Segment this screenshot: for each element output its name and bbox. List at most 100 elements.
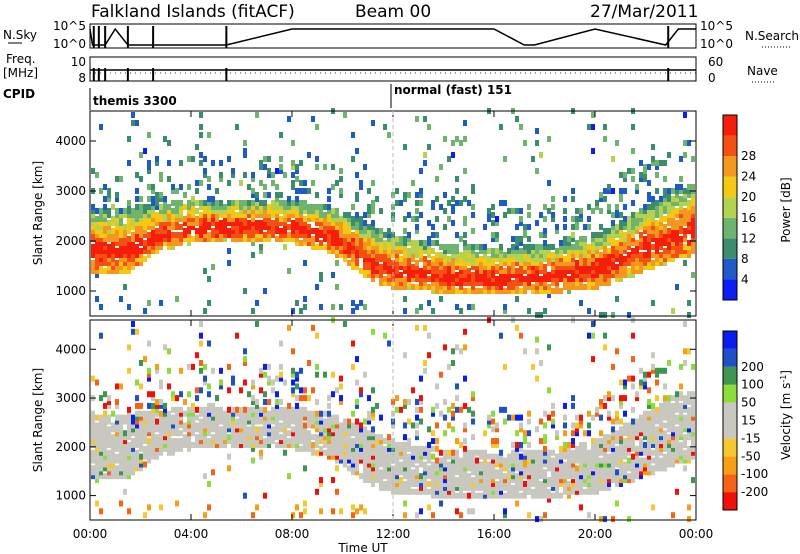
velocity-cell	[291, 367, 295, 374]
velocity-cell	[363, 438, 367, 445]
velocity-cell	[179, 406, 183, 413]
velocity-cell	[459, 488, 463, 495]
power-cell	[567, 260, 571, 266]
velocity-cell	[503, 492, 507, 499]
power-cell	[451, 276, 455, 282]
power-cell	[683, 152, 687, 158]
power-cell	[259, 208, 263, 214]
power-cell	[163, 216, 167, 222]
power-cell	[583, 260, 587, 266]
velocity-cell	[123, 488, 127, 495]
velocity-cell	[383, 445, 387, 452]
power-cell	[147, 184, 151, 190]
velocity-cell	[559, 449, 563, 456]
power-cell	[387, 232, 391, 238]
velocity-cell	[539, 492, 543, 499]
velocity-cell	[203, 414, 207, 421]
power-cell	[563, 224, 567, 230]
velocity-cell	[603, 516, 607, 523]
velocity-cell	[411, 449, 415, 456]
velocity-cell	[143, 418, 147, 425]
velocity-cell	[551, 473, 555, 480]
power-cell	[359, 300, 363, 306]
power-cell	[515, 240, 519, 246]
power-cell	[263, 232, 267, 238]
velocity-cell	[527, 457, 531, 464]
velocity-cell	[147, 457, 151, 464]
power-cell	[423, 284, 427, 290]
power-cell	[459, 272, 463, 278]
velocity-cell	[663, 430, 667, 437]
power-cell	[151, 212, 155, 218]
power-cell	[91, 212, 95, 218]
power-cell	[611, 220, 615, 226]
power-cell	[355, 256, 359, 262]
power-cell	[127, 160, 131, 166]
velocity-cell	[291, 371, 295, 378]
velocity-cell	[459, 465, 463, 472]
power-cell	[275, 204, 279, 210]
power-cell	[499, 276, 503, 282]
velocity-cell	[375, 402, 379, 409]
velocity-cell	[151, 441, 155, 448]
velocity-cell	[331, 434, 335, 441]
power-cell	[691, 228, 695, 234]
power-cell	[211, 208, 215, 214]
velocity-cell	[427, 504, 431, 511]
velocity-colorbar-label: Velocity [m s-1]	[779, 370, 794, 460]
power-cell	[291, 208, 295, 214]
velocity-cell	[463, 453, 467, 460]
velocity-cell	[547, 461, 551, 468]
velocity-cell	[155, 434, 159, 441]
power-cell	[299, 188, 303, 194]
velocity-cell	[475, 457, 479, 464]
power-cell	[291, 184, 295, 190]
velocity-cell	[103, 426, 107, 433]
power-cell	[571, 236, 575, 242]
power-cell	[619, 232, 623, 238]
power-cell	[523, 244, 527, 250]
velocity-cell	[539, 418, 543, 425]
velocity-cell	[335, 445, 339, 452]
velocity-cell	[431, 445, 435, 452]
velocity-cell	[519, 445, 523, 452]
velocity-cell	[203, 438, 207, 445]
velocity-cell	[667, 402, 671, 409]
power-cell	[231, 236, 235, 242]
power-cell	[147, 252, 151, 258]
power-cell	[351, 256, 355, 262]
velocity-cell	[319, 418, 323, 425]
velocity-cell	[459, 348, 463, 355]
velocity-cell	[687, 395, 691, 402]
velocity-cell	[243, 422, 247, 429]
velocity-cell	[267, 441, 271, 448]
velocity-cell	[95, 426, 99, 433]
power-cell	[551, 196, 555, 202]
velocity-cell	[579, 484, 583, 491]
velocity-cell	[663, 410, 667, 417]
velocity-cell	[343, 434, 347, 441]
power-cell	[103, 212, 107, 218]
velocity-cell	[587, 422, 591, 429]
power-cell	[431, 232, 435, 238]
power-cell	[503, 288, 507, 294]
power-cell	[635, 268, 639, 274]
power-cell	[655, 256, 659, 262]
velocity-cell	[639, 379, 643, 386]
velocity-cell	[335, 426, 339, 433]
velocity-cell	[227, 406, 231, 413]
power-cell	[587, 260, 591, 266]
power-cell	[471, 244, 475, 250]
velocity-cell	[415, 434, 419, 441]
velocity-cell	[379, 414, 383, 421]
velocity-cell	[335, 465, 339, 472]
power-cell	[359, 252, 363, 258]
power-cell	[127, 252, 131, 258]
velocity-cell	[431, 406, 435, 413]
power-cell	[263, 216, 267, 222]
power-cell	[259, 232, 263, 238]
velocity-cell	[579, 504, 583, 511]
velocity-cell	[135, 453, 139, 460]
power-cell	[663, 188, 667, 194]
power-cell	[123, 264, 127, 270]
